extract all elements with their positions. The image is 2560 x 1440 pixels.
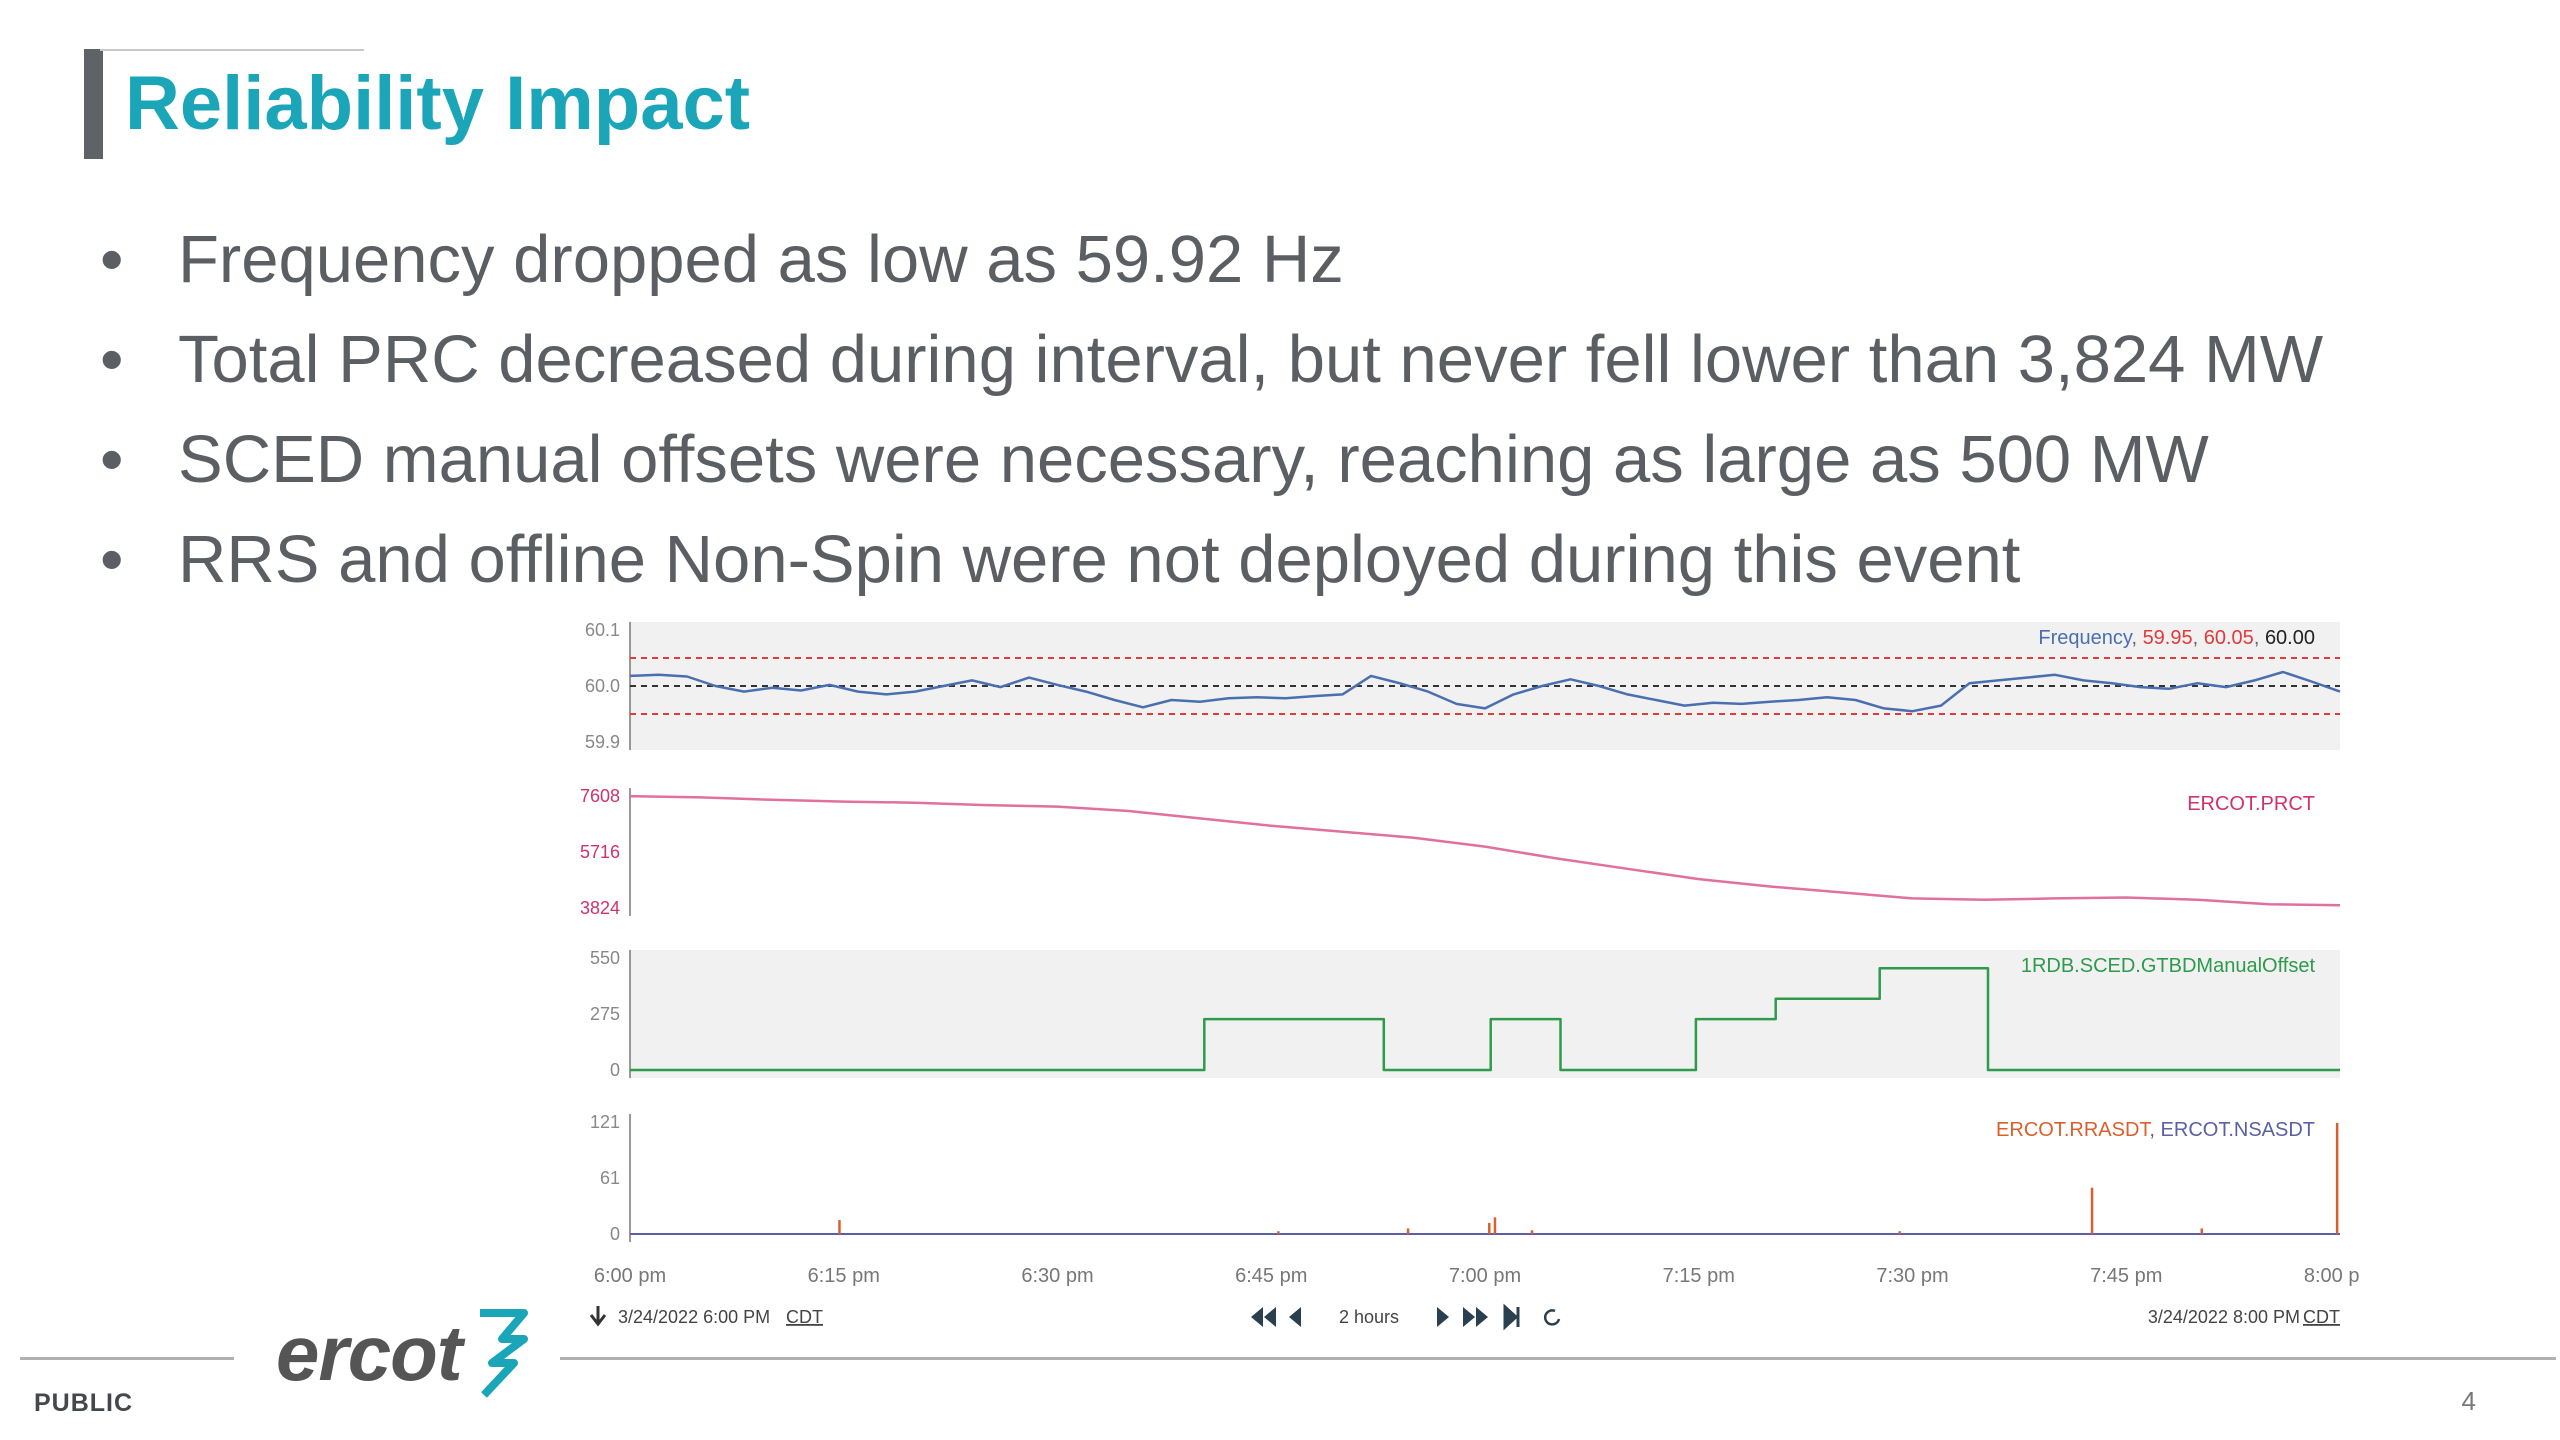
- legend-entry: ERCOT.PRCT: [2187, 793, 2315, 815]
- bullet-item: • SCED manual offsets were necessary, rea…: [100, 422, 2209, 497]
- y-tick-label: 3824: [580, 898, 620, 918]
- series-legend: Frequency, 59.95, 60.05, 60.00: [2038, 627, 2315, 649]
- x-tick-label: 7:45 pm: [2090, 1265, 2162, 1287]
- legend-separator: ,: [2254, 627, 2265, 649]
- title-accent-bar: [84, 49, 103, 159]
- legend-entry: 60.05: [2204, 627, 2254, 649]
- bullet-text: SCED manual offsets were necessary, reac…: [178, 422, 2209, 497]
- end-timezone-link[interactable]: CDT: [2303, 1307, 2340, 1327]
- bullet-text: Total PRC decreased during interval, but…: [178, 322, 2324, 397]
- fast-forward-icon[interactable]: [1463, 1307, 1488, 1327]
- title-rule: [100, 49, 364, 51]
- bullet-list: • Frequency dropped as low as 59.92 Hz • T…: [100, 220, 2323, 620]
- bullet-text: RRS and offline Non-Spin were not deploy…: [178, 522, 2021, 597]
- y-tick-label: 7608: [580, 786, 620, 806]
- x-tick-label: 8:00 pm: [2304, 1265, 2360, 1287]
- bullet-item: • RRS and offline Non-Spin were not deplo…: [100, 522, 2021, 597]
- start-timezone-link[interactable]: CDT: [786, 1307, 823, 1327]
- jump-to-end-icon[interactable]: [1503, 1303, 1520, 1331]
- x-tick-label: 7:00 pm: [1449, 1265, 1521, 1287]
- y-tick-label: 5716: [580, 842, 620, 862]
- series-line: [629, 794, 2341, 907]
- classification-label: PUBLIC: [34, 1389, 134, 1417]
- step-back-icon[interactable]: [1289, 1307, 1301, 1327]
- legend-separator: ,: [2149, 1119, 2160, 1141]
- x-tick-label: 7:30 pm: [1876, 1265, 1948, 1287]
- y-tick-label: 0: [610, 1060, 620, 1080]
- logo-wordmark: ercot: [276, 1308, 463, 1397]
- legend-entry: Frequency: [2038, 627, 2132, 649]
- y-tick-label: 61: [600, 1168, 620, 1188]
- bullet-item: • Total PRC decreased during interval, bu…: [100, 322, 2324, 397]
- x-tick-label: 6:45 pm: [1235, 1265, 1307, 1287]
- page-number: 4: [2461, 1386, 2476, 1416]
- y-tick-label: 550: [590, 948, 620, 968]
- y-tick-label: 275: [590, 1004, 620, 1024]
- y-tick-label: 60.0: [585, 676, 620, 696]
- end-time-label: 3/24/2022 8:00 PM: [2148, 1307, 2300, 1327]
- series-line: [630, 966, 2340, 1072]
- x-tick-label: 6:15 pm: [808, 1265, 880, 1287]
- start-time-label: 3/24/2022 6:00 PM: [618, 1307, 770, 1327]
- ercot-logo: ercot: [276, 1305, 536, 1401]
- trend-chart-svg: 60.1 60.0 59.9 Frequency, 59.95, 60.05, 60.…: [580, 620, 2360, 1331]
- legend-entry: 1RDB.SCED.GTBDManualOffset: [2021, 955, 2316, 977]
- panel-background: [630, 950, 2340, 1078]
- rewind-icon[interactable]: [1251, 1307, 1276, 1327]
- legend-entry: ERCOT.NSASDT: [2161, 1119, 2315, 1141]
- step-forward-icon[interactable]: [1437, 1307, 1449, 1327]
- series-legend: 1RDB.SCED.GTBDManualOffset: [2021, 955, 2316, 977]
- legend-separator: ,: [2131, 627, 2142, 649]
- series-line: [629, 670, 2341, 713]
- slide-title: Reliability Impact: [125, 61, 751, 146]
- footer-rule-right: [560, 1357, 2556, 1360]
- download-arrow-icon[interactable]: [589, 1306, 607, 1327]
- refresh-icon[interactable]: [1544, 1309, 1561, 1326]
- legend-entry: 60.00: [2265, 627, 2315, 649]
- legend-entry: 59.95: [2143, 627, 2193, 649]
- x-tick-label: 7:15 pm: [1663, 1265, 1735, 1287]
- y-tick-label: 0: [610, 1224, 620, 1244]
- bullet-text: Frequency dropped as low as 59.92 Hz: [178, 222, 1344, 297]
- x-tick-label: 6:00 pm: [594, 1265, 666, 1287]
- y-tick-label: 121: [590, 1112, 620, 1132]
- legend-entry: ERCOT.RRASDT: [1996, 1119, 2151, 1141]
- trend-chart: 60.1 60.0 59.9 Frequency, 59.95, 60.05, 60.…: [560, 610, 2360, 1350]
- logo-mark-icon: [479, 1309, 528, 1398]
- time-span-label[interactable]: 2 hours: [1339, 1307, 1399, 1327]
- bullet-item: • Frequency dropped as low as 59.92 Hz: [100, 222, 1344, 297]
- x-tick-label: 6:30 pm: [1021, 1265, 1093, 1287]
- series-legend: ERCOT.PRCT: [2187, 793, 2315, 815]
- legend-separator: ,: [2193, 627, 2204, 649]
- y-tick-label: 59.9: [585, 732, 620, 752]
- footer-rule-left: [20, 1357, 234, 1360]
- series-legend: ERCOT.RRASDT, ERCOT.NSASDT: [1996, 1119, 2315, 1141]
- y-tick-label: 60.1: [585, 620, 620, 640]
